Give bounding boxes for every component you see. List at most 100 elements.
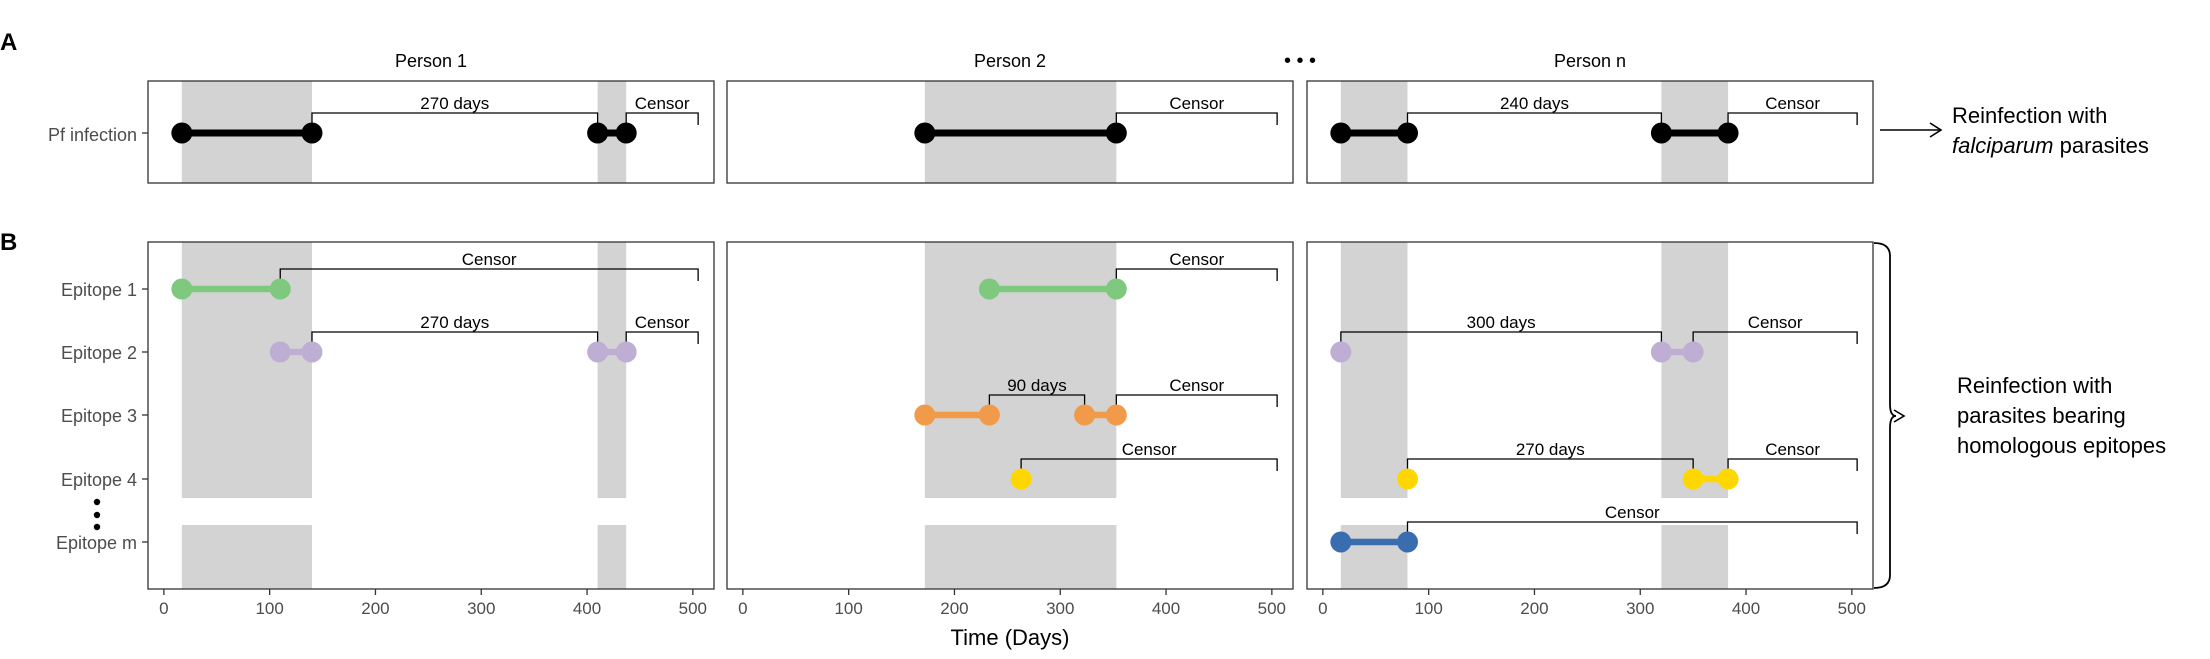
infection-start-point — [171, 278, 193, 300]
interval-bracket — [988, 394, 1086, 411]
x-tick-label: 300 — [1626, 599, 1654, 618]
infection-end-point — [1397, 122, 1419, 144]
infection-end-point — [1105, 278, 1127, 300]
shaded-period — [924, 242, 1117, 498]
interval-bracket — [1406, 112, 1663, 129]
interval-bracket — [1115, 394, 1278, 411]
infection-end-point — [301, 122, 323, 144]
interval-bracket — [1115, 268, 1278, 285]
interval-bracket — [1692, 331, 1858, 348]
x-tick-label: 0 — [738, 599, 747, 618]
x-tick-label: 500 — [1258, 599, 1286, 618]
infection-start-point — [1682, 468, 1704, 490]
interval-label: Censor — [1748, 313, 1803, 332]
interval-label: Censor — [462, 250, 517, 269]
person-title-1: Person 1 — [395, 51, 467, 71]
shaded-period — [181, 242, 312, 498]
interval-label: Censor — [635, 313, 690, 332]
shaded-period — [924, 525, 1117, 589]
interval-label: Censor — [635, 94, 690, 113]
x-tick-label: 400 — [1152, 599, 1180, 618]
interval-label: Censor — [1169, 376, 1224, 395]
interval-bracket — [625, 331, 699, 348]
x-tick-label: 0 — [159, 599, 168, 618]
interval-label: 270 days — [420, 94, 489, 113]
interval-label: Censor — [1605, 503, 1660, 522]
infection-end-point — [615, 122, 637, 144]
infection-end-point — [1717, 468, 1739, 490]
interval-label: 270 days — [1516, 440, 1585, 459]
x-tick-label: 300 — [1046, 599, 1074, 618]
infection-start-point — [1650, 341, 1672, 363]
infection-start-point — [978, 278, 1000, 300]
shaded-period — [1340, 525, 1408, 589]
person-title-2: Person 2 — [974, 51, 1046, 71]
infection-start-point — [1397, 468, 1419, 490]
infection-end-point — [301, 341, 323, 363]
infection-start-point — [1330, 341, 1352, 363]
infection-start-point — [171, 122, 193, 144]
interval-label: 90 days — [1007, 376, 1067, 395]
panel-3: 240 days Censor 300 days Censor 270 days Cens… — [1306, 80, 1874, 618]
infection-start-point — [269, 341, 291, 363]
shaded-period — [1661, 242, 1729, 498]
infection-start-point — [1330, 122, 1352, 144]
infection-start-point — [914, 404, 936, 426]
annotation-b-arrowhead — [1893, 409, 1906, 423]
infection-end-point — [615, 341, 637, 363]
x-tick-label: 500 — [679, 599, 707, 618]
panel-2: Censor Censor 90 days Censor Censor 0 100 200 30… — [726, 80, 1294, 618]
ellipsis-dot — [93, 498, 101, 506]
x-tick-label: 100 — [834, 599, 862, 618]
shaded-period — [181, 525, 312, 589]
interval-bracket — [311, 112, 599, 129]
annotation-b-line-3: homologous epitopes — [1957, 433, 2166, 458]
infection-start-point — [1330, 531, 1352, 553]
annotation-b-line-2: parasites bearing — [1957, 403, 2126, 428]
infection-start-point — [587, 341, 609, 363]
panel-a-frame — [726, 80, 1294, 184]
x-tick-label: 300 — [467, 599, 495, 618]
x-tick-label: 200 — [940, 599, 968, 618]
interval-label: Censor — [1169, 94, 1224, 113]
person-panels: 270 days Censor Censor 270 days Censor 0 100 20… — [142, 80, 1874, 618]
x-tick-label: 100 — [255, 599, 283, 618]
x-tick-label: 500 — [1838, 599, 1866, 618]
row-label-epitope-m: Epitope m — [56, 533, 137, 553]
shaded-period — [597, 525, 627, 589]
panel-a-frame — [1306, 80, 1874, 184]
annotation-a-line-2: falciparum parasites — [1952, 133, 2149, 158]
infection-end-point — [978, 404, 1000, 426]
row-label-pf-infection: Pf infection — [48, 125, 137, 145]
infection-start-point — [587, 122, 609, 144]
infection-end-point — [1105, 122, 1127, 144]
annotation-a-line-1: Reinfection with — [1952, 103, 2107, 128]
shaded-period — [597, 242, 627, 498]
x-tick-label: 200 — [361, 599, 389, 618]
infection-end-point — [269, 278, 291, 300]
infection-end-point — [1105, 404, 1127, 426]
annotation-a: Reinfection with falciparum parasites — [1880, 103, 2149, 158]
shaded-period — [1661, 525, 1729, 589]
interval-bracket — [1115, 112, 1278, 129]
interval-bracket — [1020, 458, 1278, 475]
epitope-ellipsis-dots — [93, 498, 101, 531]
infection-start-point — [1010, 468, 1032, 490]
shaded-period — [1340, 242, 1408, 498]
interval-bracket — [1340, 331, 1663, 348]
infection-start-point — [914, 122, 936, 144]
annotation-a-rest: parasites — [2053, 133, 2148, 158]
x-tick-label: 200 — [1520, 599, 1548, 618]
interval-bracket — [1406, 521, 1858, 538]
interval-bracket — [625, 112, 699, 129]
interval-label: Censor — [1765, 94, 1820, 113]
x-tick-label: 400 — [573, 599, 601, 618]
row-label-epitope-2: Epitope 2 — [61, 343, 137, 363]
panel-b-frame — [726, 241, 1294, 590]
row-label-epitope-4: Epitope 4 — [61, 470, 137, 490]
annotation-a-arrowhead — [1929, 122, 1943, 138]
interval-bracket — [1727, 112, 1858, 129]
row-label-epitope-1: Epitope 1 — [61, 280, 137, 300]
annotation-b-brace — [1873, 242, 1897, 589]
